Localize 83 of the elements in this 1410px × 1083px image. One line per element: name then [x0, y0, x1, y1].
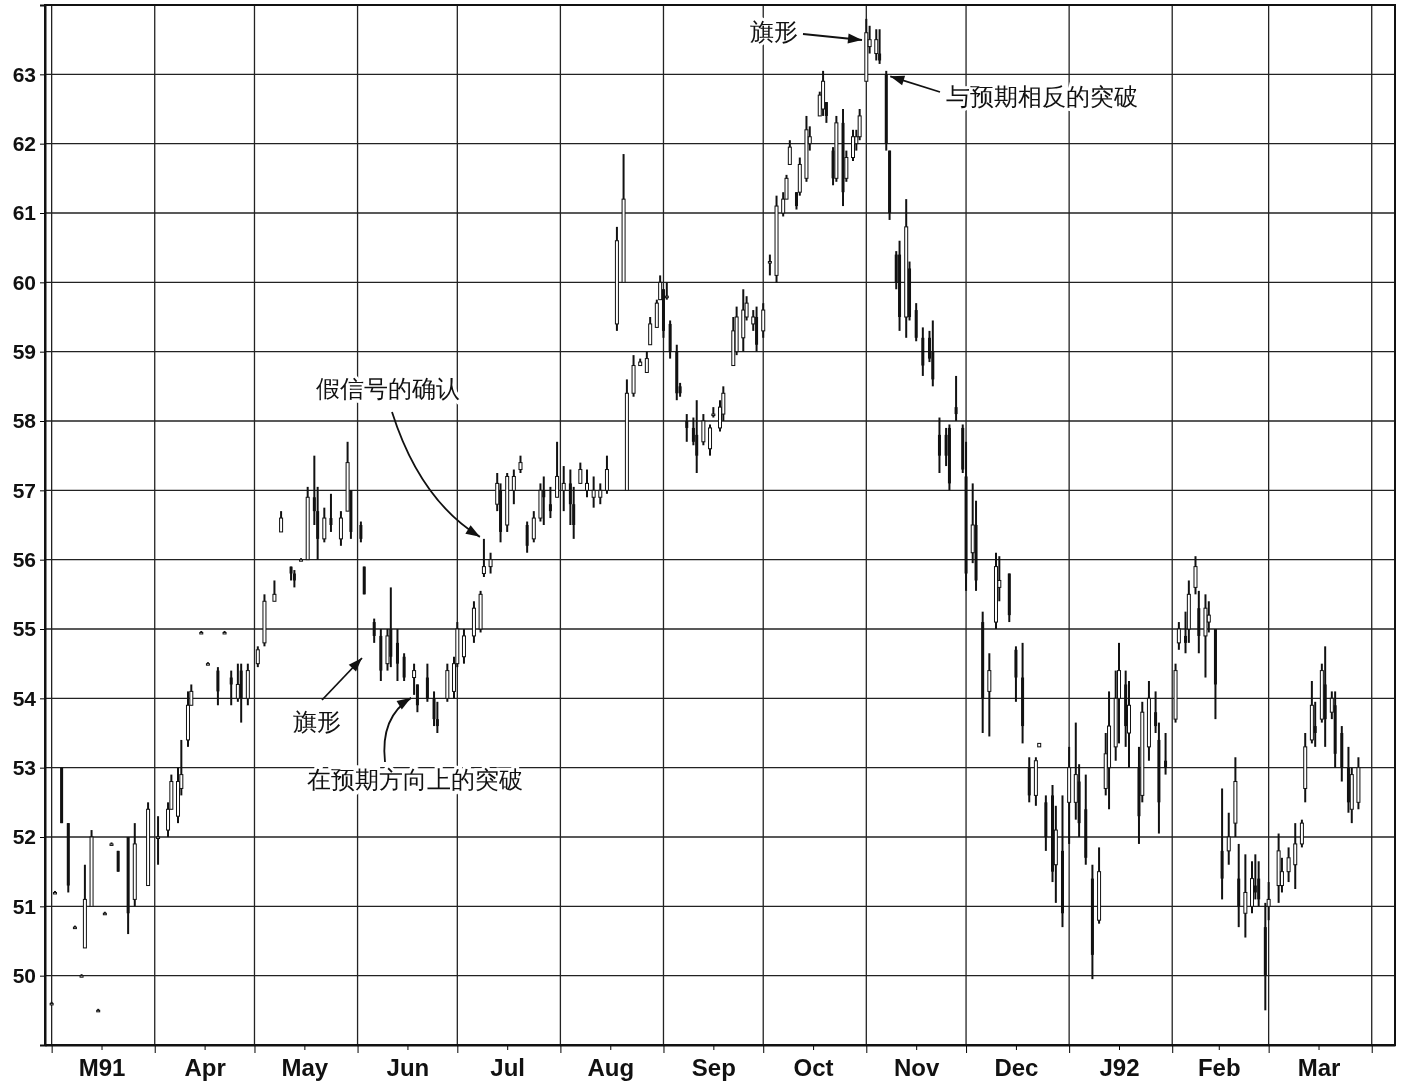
candlestick [531, 510, 536, 544]
candlestick [322, 506, 327, 544]
x-tick-label: Sep [691, 1053, 736, 1081]
candlestick [1203, 593, 1208, 679]
x-tick-label: Apr [184, 1053, 226, 1081]
candlestick [555, 440, 560, 499]
candlestick [591, 475, 596, 509]
candlestick [954, 374, 958, 422]
candlestick [359, 520, 363, 544]
candlestick [648, 316, 653, 346]
candlestick [598, 482, 603, 506]
y-tick-label: 57 [12, 478, 36, 502]
x-tick-label: Feb [1197, 1053, 1241, 1081]
candlestick [644, 350, 649, 374]
y-tick-label: 50 [12, 963, 36, 987]
candlestick [338, 510, 343, 547]
candlestick [1060, 794, 1064, 929]
candlestick [372, 617, 376, 644]
y-tick-label: 54 [12, 686, 37, 710]
candlestick [279, 510, 284, 533]
candlestick [695, 399, 699, 474]
x-tick-label: Nov [894, 1053, 940, 1081]
candlestick [1243, 853, 1248, 939]
candlestick [937, 416, 941, 474]
candlestick [1164, 732, 1168, 776]
candlestick [402, 652, 406, 682]
y-tick-label: 51 [12, 894, 37, 918]
candlestick [511, 468, 516, 506]
x-tick-label: Mar [1297, 1053, 1341, 1081]
x-tick-label: Oct [793, 1053, 834, 1081]
candlestick [1293, 822, 1298, 890]
annotation: 旗形 [293, 708, 341, 736]
candlestick [395, 628, 399, 682]
candlestick [874, 28, 879, 62]
candlestick [851, 128, 856, 162]
x-tick-label: J92 [1099, 1053, 1140, 1081]
x-tick-label: Jul [490, 1053, 526, 1081]
candlestick [329, 492, 333, 533]
candlestick [272, 579, 277, 603]
candlestick [481, 537, 486, 578]
candlestick [561, 465, 566, 513]
y-tick-label: 59 [12, 339, 36, 363]
candlestick [216, 666, 220, 707]
candlestick [685, 413, 689, 443]
candlestick [1193, 555, 1198, 596]
y-tick-label: 62 [12, 131, 36, 155]
candlestick [1176, 621, 1181, 651]
candlestick [525, 520, 529, 554]
candlestick [461, 628, 466, 665]
candlestick [578, 461, 583, 485]
y-tick-label: 63 [12, 62, 36, 86]
candlestick [604, 454, 609, 495]
x-tick-label: M91 [78, 1053, 126, 1081]
candlestick [255, 645, 260, 669]
candlestick [708, 423, 713, 457]
candlestick [156, 815, 161, 866]
candlestick [488, 551, 493, 575]
candlestick [987, 652, 992, 738]
candlestick [1226, 811, 1231, 866]
candlestick [767, 253, 772, 277]
y-tick-label: 52 [12, 825, 36, 849]
x-tick-label: Dec [994, 1053, 1039, 1081]
y-tick-label: 53 [12, 755, 36, 779]
x-tick-label: Aug [587, 1053, 635, 1081]
candlestick [1299, 818, 1304, 849]
candlestick [1206, 600, 1211, 634]
candlestick [585, 468, 589, 499]
y-tick-label: 60 [12, 270, 36, 294]
y-tick-label: 61 [12, 201, 37, 225]
candlestick [542, 475, 546, 526]
y-tick-label: 58 [12, 409, 37, 433]
x-tick-label: Jun [386, 1053, 430, 1081]
candlestick [425, 662, 429, 703]
candlestick [548, 485, 552, 520]
y-tick-label: 56 [12, 547, 36, 571]
candlestick [761, 302, 766, 339]
x-tick-label: May [281, 1053, 329, 1081]
candlestick [1286, 846, 1291, 884]
candlestick [787, 139, 792, 166]
candlestick [1309, 680, 1314, 745]
candlestick [701, 413, 706, 447]
y-tick-label: 55 [12, 617, 37, 641]
candlestick [1107, 690, 1112, 811]
